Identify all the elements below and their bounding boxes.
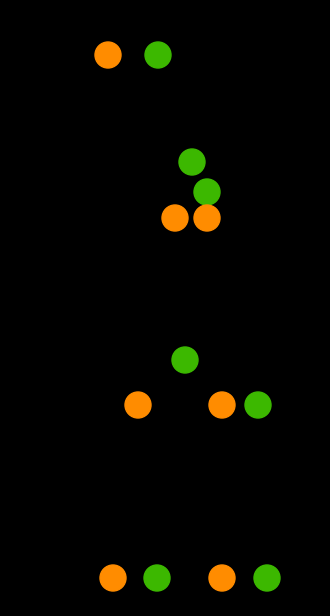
Circle shape: [209, 565, 235, 591]
Circle shape: [95, 42, 121, 68]
Circle shape: [194, 179, 220, 205]
Circle shape: [172, 347, 198, 373]
Circle shape: [100, 565, 126, 591]
Circle shape: [144, 565, 170, 591]
Circle shape: [245, 392, 271, 418]
Circle shape: [179, 149, 205, 175]
Circle shape: [162, 205, 188, 231]
Circle shape: [194, 205, 220, 231]
Circle shape: [125, 392, 151, 418]
Circle shape: [145, 42, 171, 68]
Circle shape: [254, 565, 280, 591]
Circle shape: [209, 392, 235, 418]
